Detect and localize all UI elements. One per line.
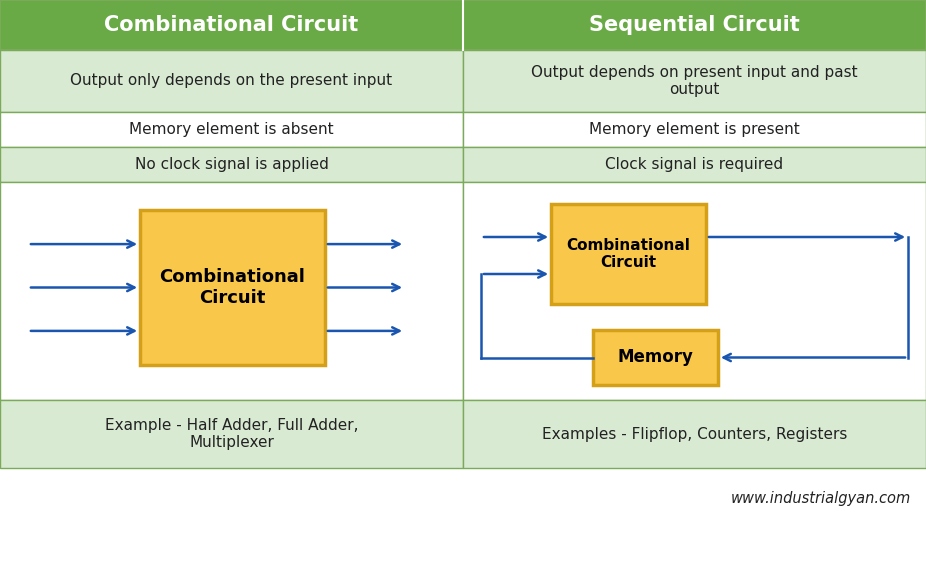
Text: Output only depends on the present input: Output only depends on the present input <box>70 73 393 89</box>
Text: Combinational
Circuit: Combinational Circuit <box>567 238 691 270</box>
Text: www.industrialgyan.com: www.industrialgyan.com <box>731 491 911 505</box>
Bar <box>0 50 463 112</box>
Text: Output depends on present input and past
output: Output depends on present input and past… <box>532 65 857 97</box>
Bar <box>463 112 926 147</box>
Text: Sequential Circuit: Sequential Circuit <box>589 15 800 35</box>
Text: Example - Half Adder, Full Adder,
Multiplexer: Example - Half Adder, Full Adder, Multip… <box>105 418 358 450</box>
Bar <box>0 0 463 50</box>
Bar <box>463 400 926 468</box>
Text: Clock signal is required: Clock signal is required <box>606 157 783 172</box>
Text: Combinational Circuit: Combinational Circuit <box>105 15 358 35</box>
Bar <box>0 112 463 147</box>
Bar <box>0 182 463 400</box>
Bar <box>593 330 718 385</box>
Bar <box>463 182 926 400</box>
Text: Memory element is present: Memory element is present <box>589 122 800 137</box>
Bar <box>463 0 926 50</box>
Bar <box>0 400 463 468</box>
Bar <box>0 147 463 182</box>
Bar <box>463 147 926 182</box>
Bar <box>551 204 706 304</box>
Text: Examples - Flipflop, Counters, Registers: Examples - Flipflop, Counters, Registers <box>542 426 847 442</box>
Text: Memory element is absent: Memory element is absent <box>130 122 333 137</box>
Bar <box>463 50 926 112</box>
Bar <box>0 0 926 50</box>
Text: No clock signal is applied: No clock signal is applied <box>134 157 329 172</box>
Text: Memory: Memory <box>618 349 694 367</box>
Text: Combinational
Circuit: Combinational Circuit <box>159 268 306 307</box>
Bar <box>140 210 325 365</box>
